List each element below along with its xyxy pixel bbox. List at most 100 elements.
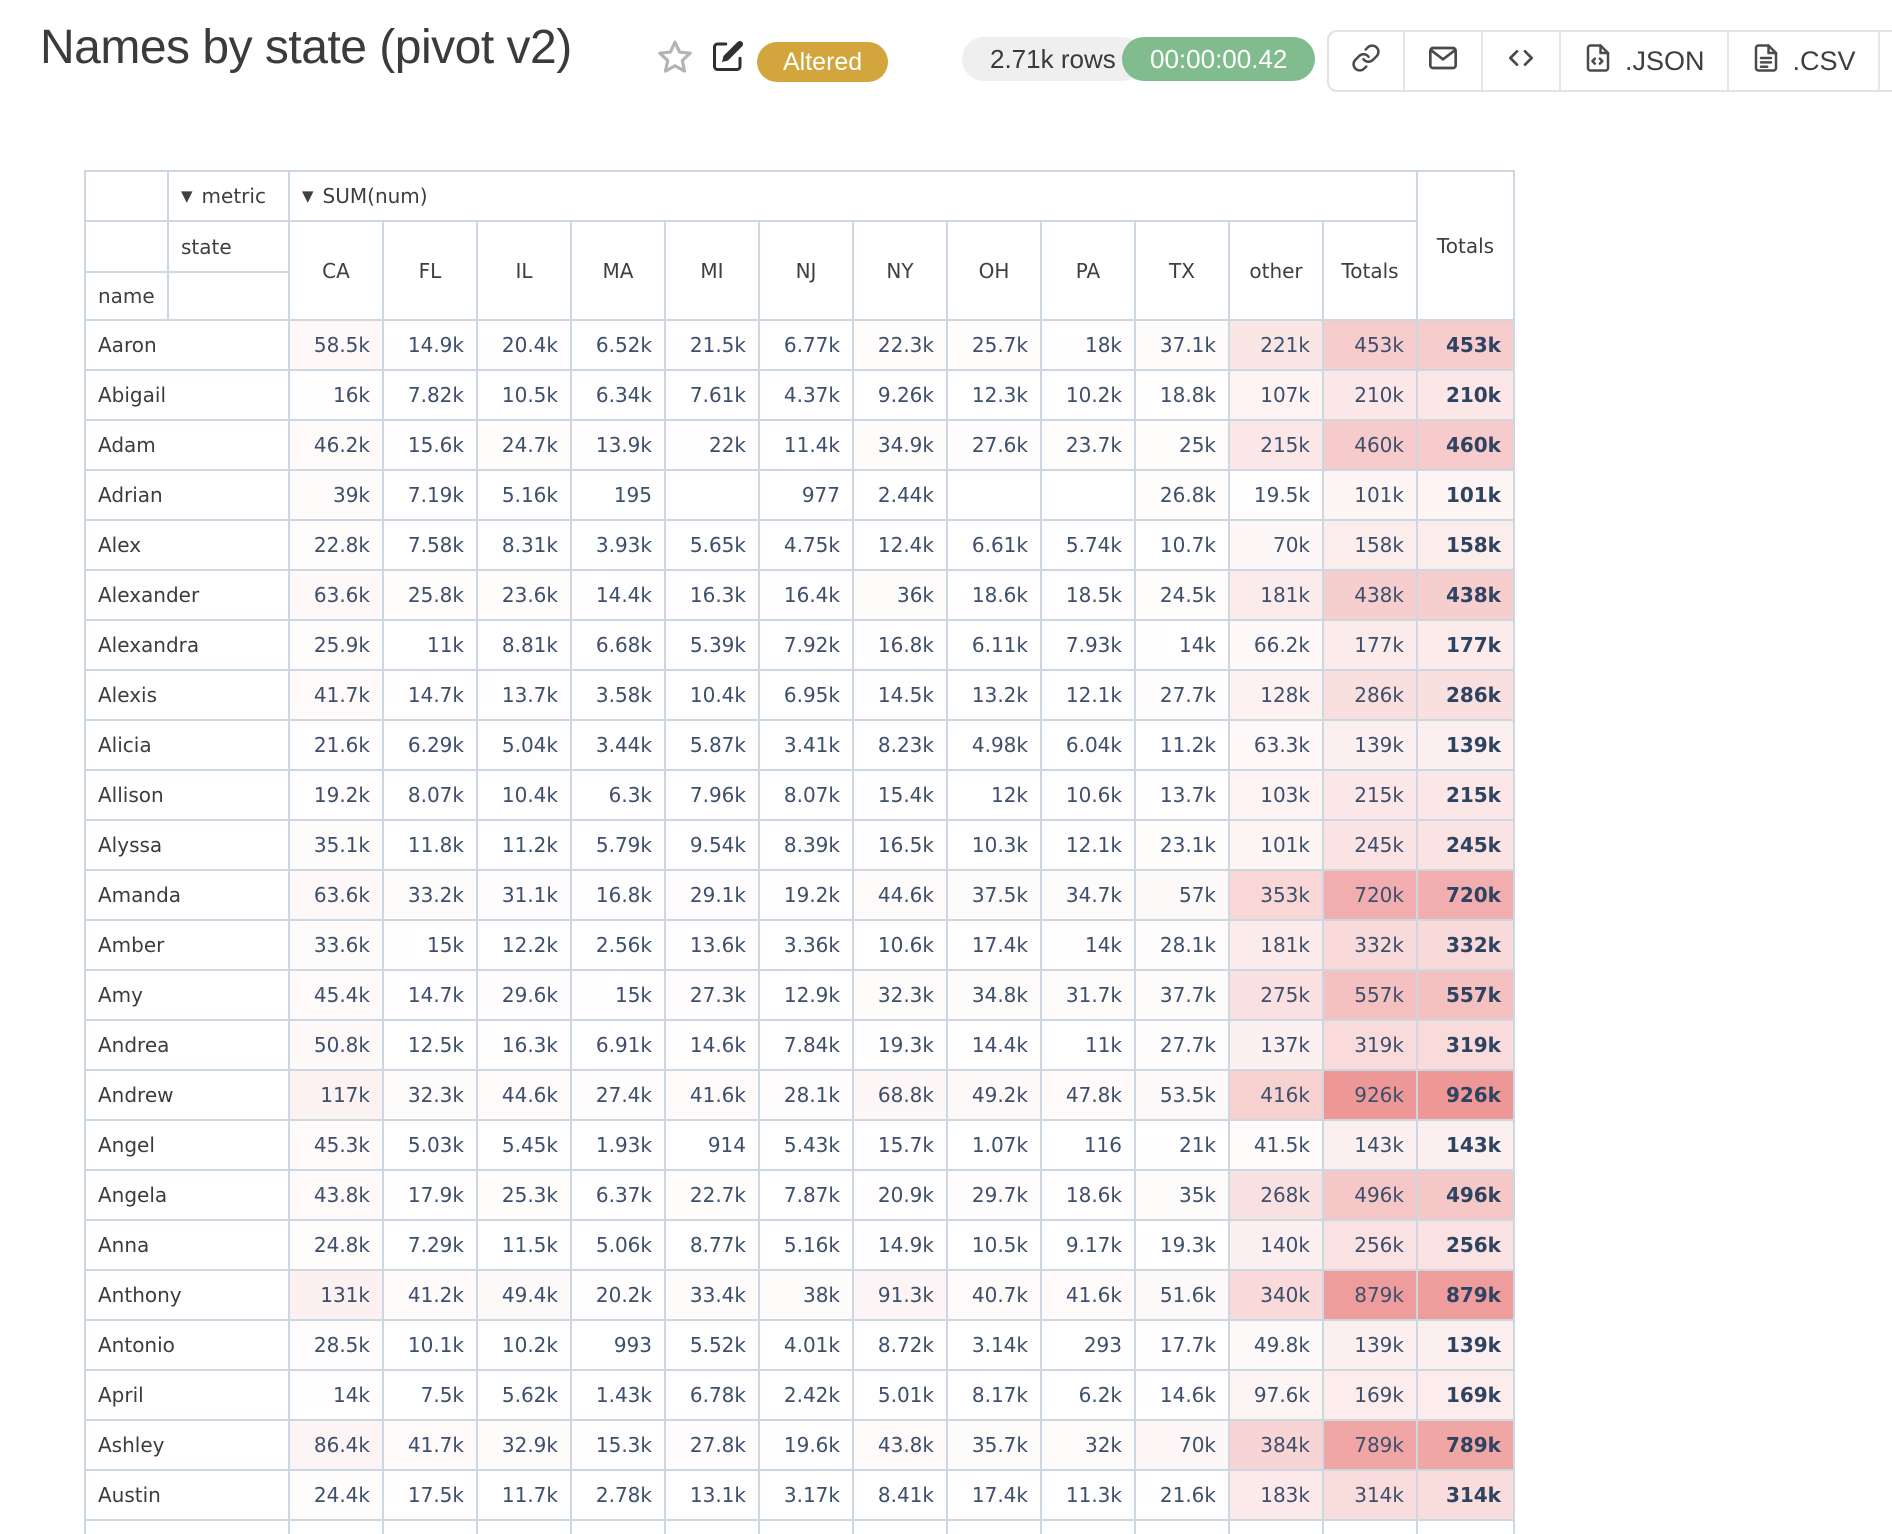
value-cell: 17.7k [1134,1319,1230,1371]
value-cell: 23.1k [1134,819,1230,871]
value-cell: 6.77k [758,319,854,371]
pivot-row: Andrea 50.8k 12.5k 16.3k 6.91k 14.6k 7.84k 19.3… [84,1019,1515,1071]
more-menu-button[interactable] [1877,32,1892,90]
value-cell [664,1519,760,1534]
grand-totals-column-header: Totals [1416,170,1515,321]
value-cell: 34.8k [946,969,1042,1021]
row-label: Anthony [84,1269,290,1321]
value-cell: 20.2k [570,1269,666,1321]
value-cell: 25.9k [288,619,384,671]
value-cell: 8.41k [852,1469,948,1521]
grand-total-cell: 332k [1416,919,1515,971]
column-header-ny: NY [852,220,948,321]
value-cell: 340k [1228,1269,1324,1321]
value-cell: 6.04k [1040,719,1136,771]
row-label: Andrea [84,1019,290,1071]
value-cell: 5.39k [664,619,760,671]
value-cell: 139k [1322,1319,1418,1371]
value-cell [946,1519,1042,1534]
mail-icon [1427,42,1459,81]
row-label [84,1519,290,1534]
page-title: Names by state (pivot v2) [40,21,572,74]
value-cell: 41.6k [664,1069,760,1121]
value-cell: 27.4k [570,1069,666,1121]
pivot-row: Alexander 63.6k 25.8k 23.6k 14.4k 16.3k 16.4k 3… [84,569,1515,621]
value-cell: 27.7k [1134,1019,1230,1071]
email-button[interactable] [1403,32,1481,90]
pivot-header-row-states: state CA FL IL MA MI NJ NY OH PA TX other Totals [84,220,1514,321]
value-cell: 7.29k [382,1219,478,1271]
row-label: April [84,1369,290,1421]
value-cell: 143k [1322,1119,1418,1171]
value-cell: 10.5k [946,1219,1042,1271]
value-cell: 416k [1228,1069,1324,1121]
row-axis-label[interactable]: name [84,271,169,321]
value-cell: 210k [1322,369,1418,421]
value-cell [1040,1519,1136,1534]
value-cell: 5.79k [570,819,666,871]
value-cell: 16.8k [852,619,948,671]
value-cell: 28.1k [758,1069,854,1121]
value-cell: 7.87k [758,1169,854,1221]
pivot-header-row-metric: ▼ metric ▼ SUM(num) Totals [84,170,1515,321]
edit-name-button[interactable] [710,38,746,74]
value-cell: 12.5k [382,1019,478,1071]
value-cell: 14.6k [664,1019,760,1071]
value-cell: 24.4k [288,1469,384,1521]
value-cell: 5.45k [476,1119,572,1171]
grand-total-cell: 245k [1416,819,1515,871]
value-cell [1228,1519,1324,1534]
value-cell: 496k [1322,1169,1418,1221]
star-icon [656,40,694,79]
value-cell: 10.5k [476,369,572,421]
value-cell: 39k [288,469,384,521]
value-cell: 7.61k [664,369,760,421]
pivot-row: Angel 45.3k 5.03k 5.45k 1.93k 914 5.43k 15.7k 1.… [84,1119,1515,1171]
value-cell: 5.06k [570,1219,666,1271]
embed-code-button[interactable] [1481,32,1559,90]
value-cell: 49.4k [476,1269,572,1321]
value-cell: 58.5k [288,319,384,371]
favorite-star-button[interactable] [656,38,694,76]
value-cell: 13.7k [1134,769,1230,821]
grand-total-cell: 879k [1416,1269,1515,1321]
value-cell: 879k [1322,1269,1418,1321]
value-cell: 32.9k [476,1419,572,1471]
value-cell: 15.4k [852,769,948,821]
value-cell: 8.07k [382,769,478,821]
value-cell: 13.6k [664,919,760,971]
column-axis-label[interactable]: state [167,220,290,273]
value-cell: 18.6k [946,569,1042,621]
value-cell [570,1519,666,1534]
value-cell: 5.43k [758,1119,854,1171]
value-cell: 158k [1322,519,1418,571]
value-cell: 221k [1228,319,1324,371]
value-cell: 6.11k [946,619,1042,671]
corner-cell [167,271,290,321]
pivot-row: Angela 43.8k 17.9k 25.3k 6.37k 22.7k 7.87k 20.9… [84,1169,1515,1221]
value-cell: 45.3k [288,1119,384,1171]
value-cell: 16.3k [664,569,760,621]
value-cell [382,1519,478,1534]
result-toolbar: .JSON .CSV [1327,30,1892,92]
download-csv-button[interactable]: .CSV [1726,32,1878,90]
column-header-tx: TX [1134,220,1230,321]
metric-dropdown[interactable]: ▼ metric [167,170,290,222]
value-cell: 29.7k [946,1169,1042,1221]
value-cell: 7.92k [758,619,854,671]
copy-link-button[interactable] [1329,32,1403,90]
value-cell: 11k [382,619,478,671]
grand-total-cell: 256k [1416,1219,1515,1271]
value-cell: 2.44k [852,469,948,521]
pivot-row: Alexis 41.7k 14.7k 13.7k 3.58k 10.4k 6.95k 14.5… [84,669,1515,721]
download-json-button[interactable]: .JSON [1559,32,1727,90]
value-cell: 22.8k [288,519,384,571]
value-cell: 215k [1322,769,1418,821]
value-dropdown[interactable]: ▼ SUM(num) [288,170,1418,222]
status-badge: Altered [757,42,889,82]
elapsed-time-badge: 00:00:00.42 [1122,37,1316,81]
grand-total-cell: 210k [1416,369,1515,421]
value-cell: 384k [1228,1419,1324,1471]
value-cell: 720k [1322,869,1418,921]
value-cell: 34.7k [1040,869,1136,921]
